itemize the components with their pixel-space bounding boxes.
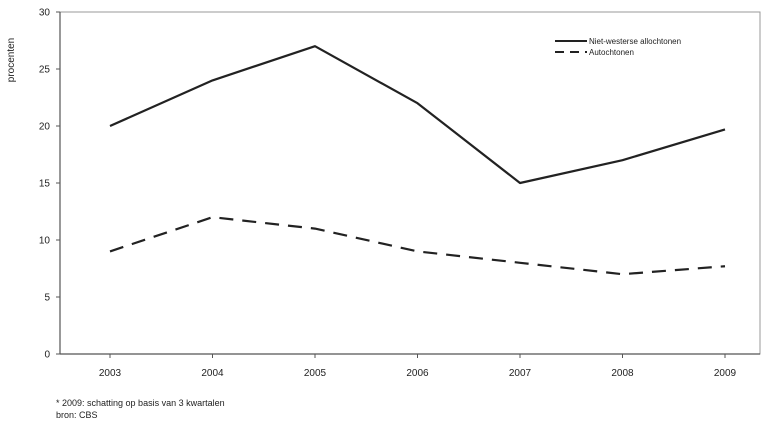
y-tick-label: 10 — [39, 236, 51, 247]
y-tick-label: 20 — [39, 122, 51, 133]
legend-label: Niet-westerse allochtonen — [589, 37, 681, 46]
x-tick-label: 2003 — [99, 368, 122, 379]
y-tick-label: 15 — [39, 179, 51, 190]
y-tick-label: 5 — [44, 293, 50, 304]
series-line-niet-westerse-allochtonen — [109, 45, 726, 185]
y-ticks: 0 5 10 15 20 25 30 — [39, 8, 60, 361]
legend-label: Autochtonen — [589, 48, 634, 57]
y-tick-label: 25 — [39, 65, 51, 76]
y-axis-label: procenten — [6, 38, 17, 82]
legend: Niet-westerse allochtonen Autochtonen — [555, 37, 681, 57]
y-tick-label: 30 — [39, 8, 51, 19]
y-tick-label: 0 — [44, 350, 50, 361]
x-tick-label: 2004 — [201, 368, 224, 379]
series-line-autochtonen — [109, 216, 726, 276]
x-ticks: 2003 2004 2005 2006 2007 2008 2009 — [99, 354, 737, 379]
plot-area-frame — [59, 11, 761, 355]
source-note: bron: CBS — [56, 410, 98, 420]
footnote: * 2009: schatting op basis van 3 kwartal… — [56, 398, 225, 408]
x-tick-label: 2008 — [611, 368, 634, 379]
x-tick-label: 2006 — [406, 368, 429, 379]
x-tick-label: 2007 — [509, 368, 532, 379]
series-lines — [109, 45, 726, 276]
x-tick-label: 2009 — [714, 368, 737, 379]
x-tick-label: 2005 — [304, 368, 327, 379]
